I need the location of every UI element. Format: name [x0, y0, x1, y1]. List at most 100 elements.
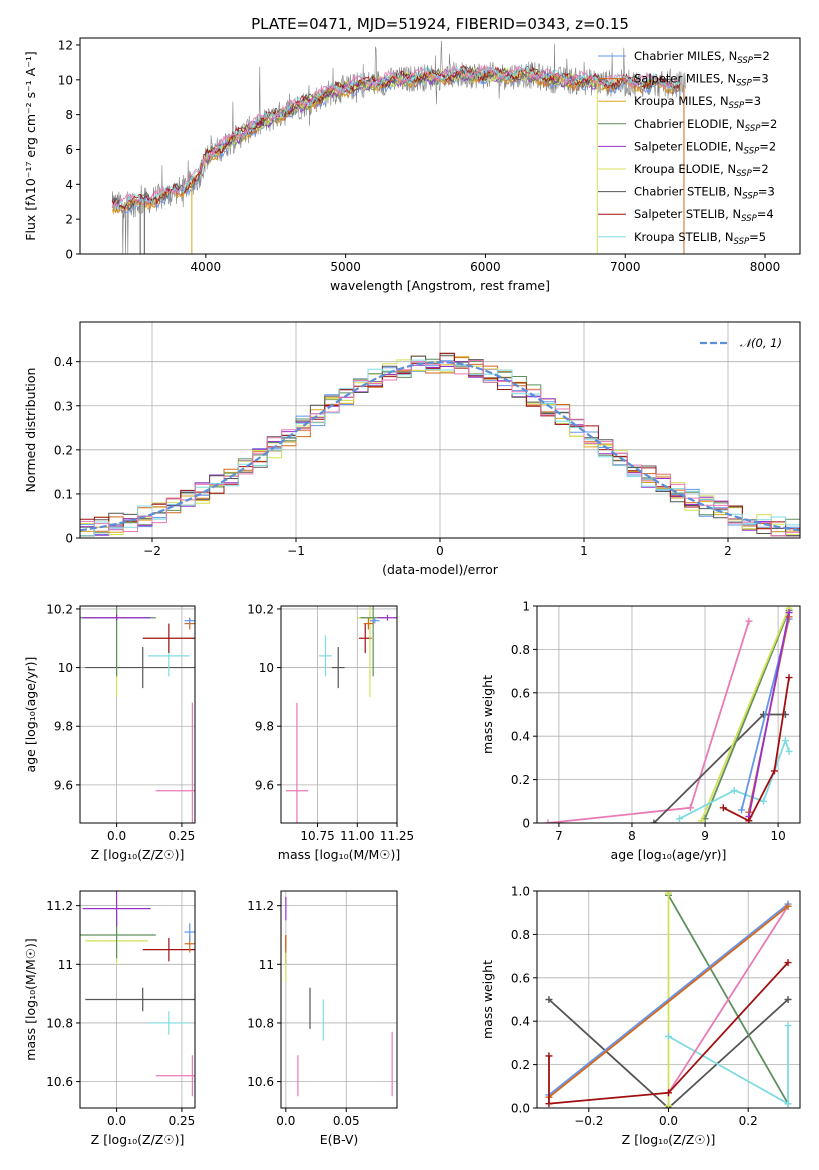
- marker: [784, 996, 792, 1003]
- y-tick-label: 1: [522, 600, 530, 614]
- legend-suffix: =2: [760, 117, 777, 131]
- plot-area: [545, 891, 792, 1108]
- marker: [650, 819, 658, 823]
- hist-kroupa-stelib: [80, 359, 800, 538]
- marker: [686, 804, 694, 812]
- series-line: [548, 905, 789, 1098]
- plot-age_vs_Z: 0.0 0.25 9.6 9.8 10 10.2 Z [log₁₀(Z/Z☉)] age [l…: [23, 602, 196, 862]
- legend-name: Kroupa MILES, N: [634, 94, 729, 108]
- plot-mw_vs_age: 7 8 9 10 0 0.2 0.4 0.6 0.8 1 age [log₁₀(age/yr)] ma…: [480, 600, 801, 862]
- x-tick-label: −2: [143, 544, 161, 558]
- x-tick-label: 5000: [330, 260, 361, 274]
- gaussian-curve: [80, 360, 800, 532]
- legend-label: Chabrier ELODIE, NSSP=2: [634, 117, 777, 134]
- series-line: [704, 609, 790, 820]
- axes-frame: [536, 890, 801, 1109]
- plot-residuals: −2 −1 0 1 2 0 0.1 0.2 0.3 0.4 (data-model)/error No…: [23, 321, 801, 577]
- axes-frame: [79, 321, 801, 539]
- legend-label: Kroupa ELODIE, NSSP=2: [634, 162, 769, 179]
- marker: [745, 617, 753, 625]
- marker: [697, 817, 705, 823]
- marker: [784, 959, 792, 967]
- grid: [281, 891, 397, 1108]
- x-axis-label: age [log₁₀(age/yr)]: [611, 847, 727, 862]
- y-tick-label: 0.6: [511, 971, 530, 985]
- marker: [665, 1032, 672, 1040]
- marker: [770, 767, 778, 775]
- y-tick-label: 0: [522, 817, 530, 831]
- y-tick-label: 10.8: [247, 1016, 274, 1030]
- legend-suffix: =4: [757, 207, 774, 221]
- marker: [785, 674, 793, 682]
- y-tick-label: 10.8: [46, 1016, 73, 1030]
- legend-label: Chabrier STELIB, NSSP=3: [634, 185, 775, 202]
- legend-label: Kroupa STELIB, NSSP=5: [634, 230, 766, 247]
- legend-label: 𝒩(0, 1): [740, 336, 782, 350]
- plot-area: [111, 40, 686, 254]
- marker: [665, 891, 672, 897]
- legend-sub: SSP: [736, 79, 752, 89]
- marker: [784, 1100, 792, 1108]
- series-line: [748, 612, 790, 817]
- model-chabrier-miles: [111, 68, 681, 214]
- axes-frame: [280, 890, 398, 1109]
- y-tick-label: 8: [65, 108, 73, 122]
- model-chabrier-elodie: [205, 68, 598, 167]
- y-tick-label: 2: [65, 213, 73, 227]
- legend-label: Chabrier MILES, NSSP=2: [634, 49, 770, 66]
- legend-suffix: =2: [759, 139, 776, 153]
- marker: [675, 815, 683, 823]
- legend-name: Chabrier MILES, N: [634, 49, 737, 63]
- y-axis-label: mass weight: [480, 960, 495, 1039]
- legend-sub: SSP: [737, 56, 753, 66]
- axes-frame: [79, 890, 196, 1109]
- y-tick-label: 10: [58, 661, 73, 675]
- legend-name: Kroupa ELODIE, N: [634, 162, 736, 176]
- marker: [719, 804, 727, 812]
- y-tick-label: 0.2: [511, 773, 530, 787]
- x-tick-label: 11.00: [340, 829, 374, 843]
- legend-suffix: =5: [749, 230, 766, 244]
- legend-suffix: =3: [744, 94, 761, 108]
- y-tick-label: 0.6: [511, 686, 530, 700]
- marker: [784, 1022, 792, 1030]
- y-axis-label: mass weight: [480, 675, 495, 754]
- y-axis-label: Normed distribution: [23, 368, 38, 493]
- x-axis-label: E(B-V): [320, 1132, 359, 1147]
- plot-area: [285, 606, 397, 823]
- x-axis-label: wavelength [Angstrom, rest frame]: [330, 278, 550, 293]
- y-tick-label: 0.3: [54, 399, 73, 413]
- legend-suffix: =3: [758, 185, 775, 199]
- axes-frame: [536, 605, 801, 824]
- y-tick-label: 6: [65, 143, 73, 157]
- chart-title: PLATE=0471, MJD=51924, FIBERID=0343, z=0…: [251, 15, 629, 33]
- series-line: [700, 607, 790, 822]
- x-axis-label: mass [log₁₀(M/M☉)]: [278, 847, 400, 862]
- model-salpeter-miles: [111, 70, 681, 214]
- legend-name: Kroupa STELIB, N: [634, 230, 734, 244]
- marker: [781, 737, 789, 745]
- legend-name: Salpeter STELIB, N: [634, 207, 741, 221]
- y-tick-label: 9.8: [54, 720, 73, 734]
- legend-name: Salpeter MILES, N: [634, 72, 736, 86]
- model-pink: [111, 64, 681, 208]
- model-salpeter-elodie: [205, 66, 598, 164]
- x-tick-label: 9: [701, 829, 709, 843]
- legend-sub: SSP: [729, 101, 745, 111]
- y-axis-label: Flux [fλ10⁻¹⁷ erg cm⁻² s⁻¹ A⁻¹]: [23, 51, 38, 240]
- y-tick-label: 0.4: [511, 730, 530, 744]
- x-axis-label: Z [log₁₀(Z/Z☉)]: [91, 847, 185, 862]
- x-tick-label: 7000: [610, 260, 641, 274]
- series-line: [667, 905, 789, 1094]
- y-tick-label: 0.4: [54, 355, 73, 369]
- y-tick-label: 10: [259, 661, 274, 675]
- x-tick-label: 10.75: [300, 829, 334, 843]
- y-tick-label: 0.2: [511, 1058, 530, 1072]
- plot-mass_vs_EBV: 0.0 0.05 10.6 10.8 11 11.2 E(B-V): [247, 890, 398, 1147]
- x-axis-label: Z [log₁₀(Z/Z☉)]: [91, 1132, 185, 1147]
- x-tick-label: 7: [555, 829, 563, 843]
- legend-label: Salpeter ELODIE, NSSP=2: [634, 139, 776, 156]
- legend-suffix: =3: [752, 72, 769, 86]
